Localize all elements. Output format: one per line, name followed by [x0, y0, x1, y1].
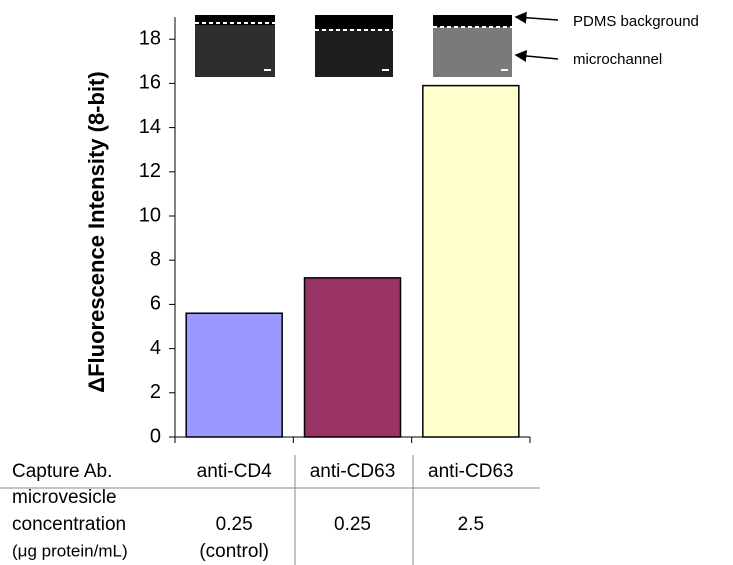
concentration-label: 2.5: [458, 514, 484, 535]
bar: [185, 312, 283, 438]
row-label: Capture Ab.: [12, 461, 112, 482]
category-label: anti-CD63: [428, 461, 514, 482]
y-axis-label: ΔFluorescence Intensity (8-bit): [84, 71, 109, 392]
y-tick-label: 10: [139, 204, 161, 226]
scale-bar: [501, 69, 508, 71]
concentration-label: (control): [199, 541, 269, 562]
inset-images: [195, 15, 512, 77]
y-tick-label: 18: [139, 27, 161, 49]
y-tick-label: 8: [150, 248, 161, 270]
row-label: (μg protein/mL): [12, 541, 128, 560]
y-tick-label: 12: [139, 160, 161, 182]
annotation: PDMS background: [573, 13, 699, 30]
concentration-label: 0.25: [216, 514, 253, 535]
row-label: concentration: [12, 514, 126, 535]
scale-bar: [264, 69, 271, 71]
category-label: anti-CD63: [310, 461, 396, 482]
inset-image: [195, 15, 275, 77]
y-tick-label: 2: [150, 381, 161, 403]
y-tick-label: 4: [150, 337, 161, 359]
arrow: [514, 11, 559, 24]
row-label: microvesicle: [12, 487, 117, 508]
concentration-label: 0.25: [334, 514, 371, 535]
y-tick-label: 16: [139, 72, 161, 94]
bar: [422, 84, 520, 438]
scale-bar: [382, 69, 389, 71]
annotation: microchannel: [573, 51, 662, 68]
category-label: anti-CD4: [197, 461, 272, 482]
y-tick-label: 6: [150, 293, 161, 315]
inset-band: [433, 15, 512, 27]
bar: [303, 277, 402, 438]
y-tick-label: 0: [150, 425, 161, 447]
y-tick-label: 14: [139, 116, 161, 138]
inset-band: [195, 15, 275, 25]
inset-band: [315, 15, 393, 29]
arrow: [514, 50, 559, 62]
